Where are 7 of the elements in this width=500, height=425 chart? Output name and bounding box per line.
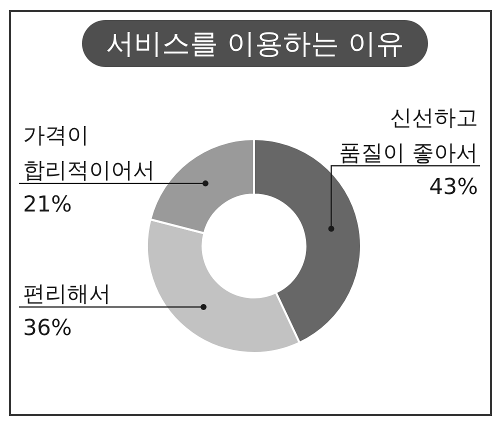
data-label: 36% xyxy=(23,316,72,342)
slice-label: 신선하고 품질이 좋아서 xyxy=(339,106,478,166)
chart-title: 서비스를 이용하는 이유 xyxy=(82,20,428,67)
data-label: 21% xyxy=(23,192,72,218)
slice-label: 편리해서 xyxy=(23,282,111,308)
slice-label: 가격이 합리적이어서 xyxy=(23,123,155,184)
data-label: 43% xyxy=(429,174,478,200)
